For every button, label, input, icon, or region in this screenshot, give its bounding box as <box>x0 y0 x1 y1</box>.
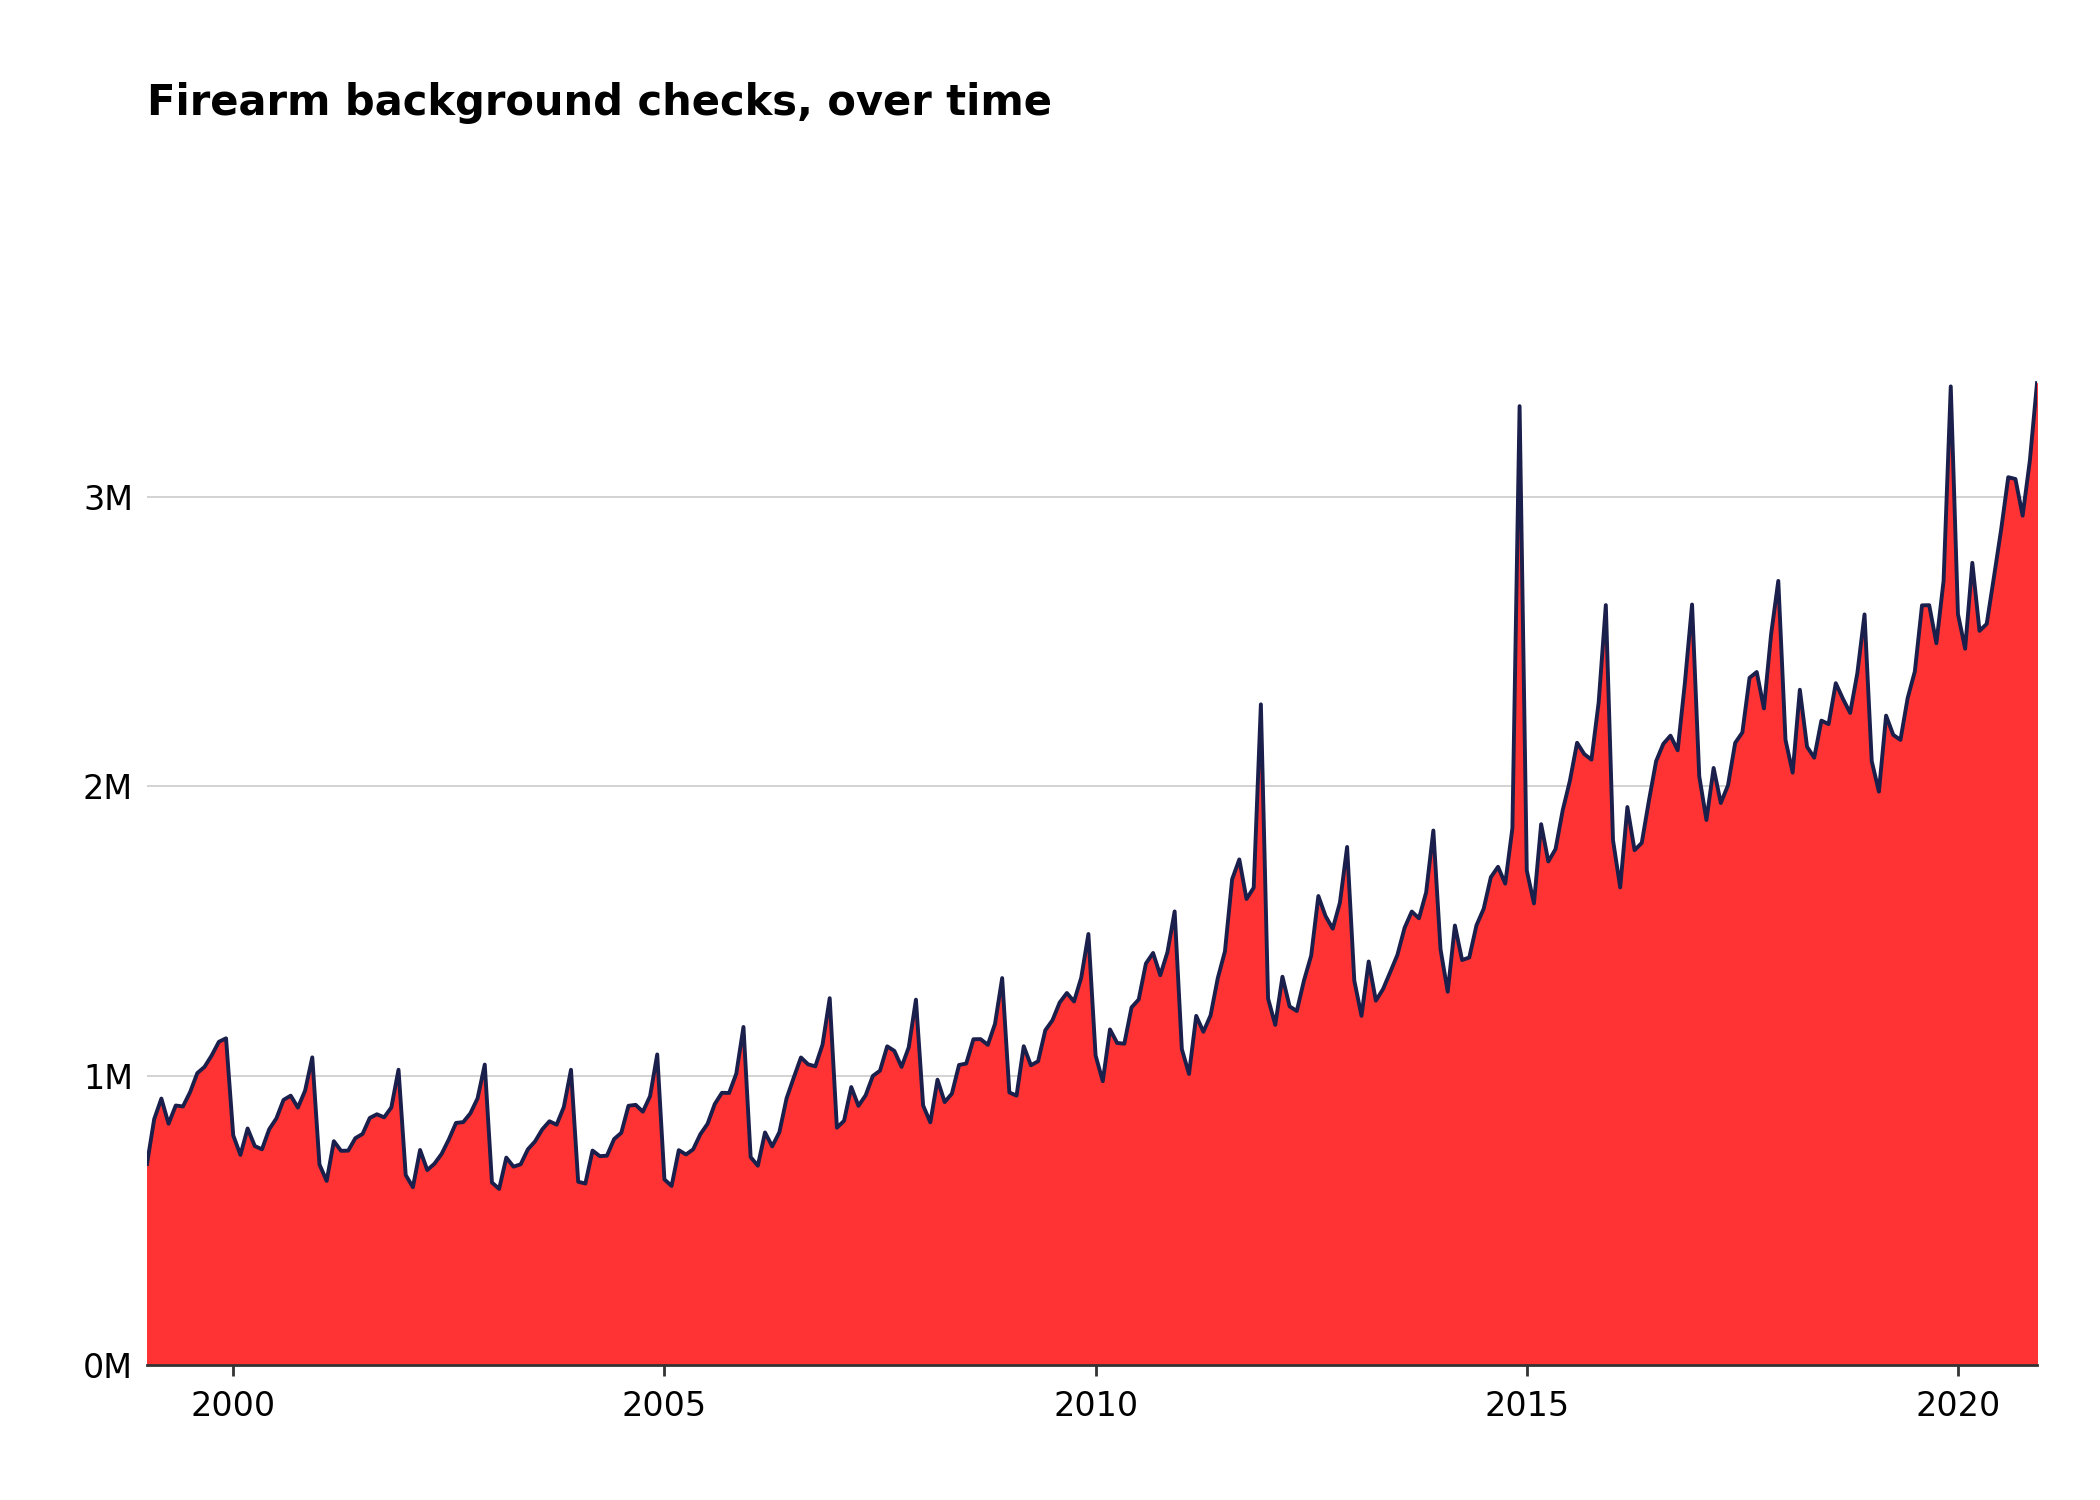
Text: Firearm background checks, over time: Firearm background checks, over time <box>147 82 1052 124</box>
